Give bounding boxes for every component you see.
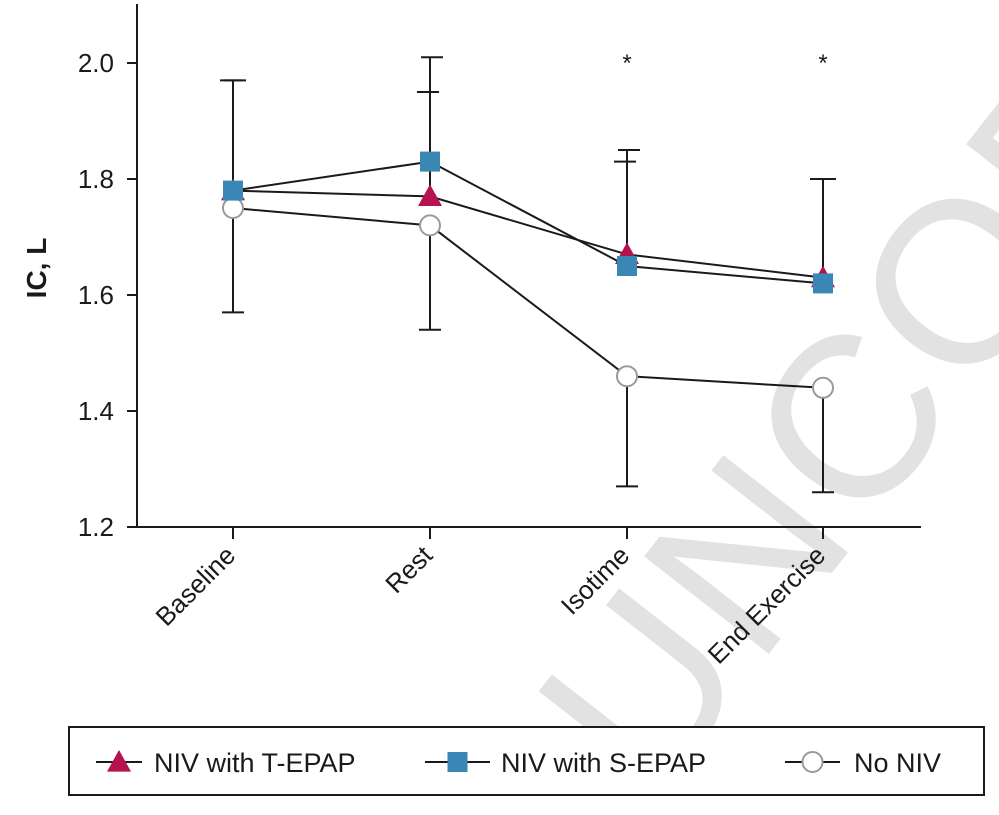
data-point	[616, 365, 638, 388]
y-tick-label: 1.2	[78, 512, 114, 542]
y-axis-title: IC, L	[21, 238, 52, 299]
y-tick-label: 1.8	[78, 164, 114, 194]
legend-label: NIV with T-EPAP	[154, 748, 356, 778]
significance-marker: *	[622, 50, 631, 77]
legend-marker	[801, 751, 824, 773]
x-category-label: Rest	[379, 539, 439, 599]
data-point	[617, 256, 637, 276]
significance-marker: *	[818, 50, 827, 77]
data-point	[418, 184, 442, 206]
x-category-label: Baseline	[150, 540, 242, 632]
legend-marker	[107, 750, 131, 772]
legend-label: No NIV	[854, 748, 941, 778]
data-point	[419, 214, 441, 237]
y-tick-label: 1.6	[78, 280, 114, 310]
watermark-text: UNCORR	[489, 0, 999, 815]
data-point	[812, 376, 834, 399]
series-line	[232, 160, 824, 285]
series-line	[232, 207, 824, 389]
legend-marker	[447, 752, 468, 772]
data-point	[222, 197, 244, 219]
data-point	[813, 273, 833, 294]
data-point	[223, 180, 243, 201]
data-point	[420, 151, 440, 172]
legend-label: NIV with S-EPAP	[501, 748, 706, 778]
y-tick-label: 1.4	[78, 396, 114, 426]
y-tick-label: 2.0	[78, 48, 114, 78]
series-line	[232, 189, 824, 279]
